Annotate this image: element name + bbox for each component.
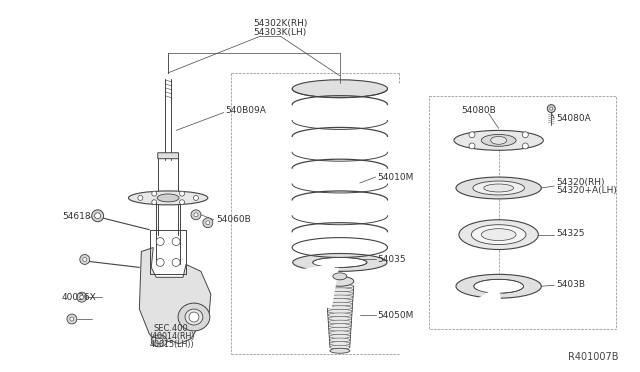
Text: 54050M: 54050M	[378, 311, 414, 320]
Ellipse shape	[312, 257, 367, 267]
Circle shape	[152, 191, 157, 196]
Ellipse shape	[330, 345, 350, 349]
Text: 54010M: 54010M	[378, 173, 414, 182]
Ellipse shape	[292, 80, 387, 98]
Ellipse shape	[329, 331, 351, 335]
Ellipse shape	[292, 253, 387, 271]
Ellipse shape	[473, 181, 524, 195]
Circle shape	[80, 295, 84, 299]
Circle shape	[67, 314, 77, 324]
Ellipse shape	[330, 338, 350, 342]
Text: 54060B: 54060B	[216, 215, 250, 224]
Circle shape	[138, 195, 143, 201]
Ellipse shape	[327, 306, 353, 310]
Text: (40014(RH): (40014(RH)	[149, 332, 195, 341]
FancyBboxPatch shape	[157, 153, 179, 159]
Wedge shape	[293, 262, 340, 309]
Ellipse shape	[326, 288, 353, 292]
Ellipse shape	[456, 177, 541, 199]
Ellipse shape	[185, 309, 203, 325]
Text: SEC.400: SEC.400	[153, 324, 188, 333]
Ellipse shape	[156, 338, 163, 344]
Ellipse shape	[484, 184, 513, 192]
Circle shape	[180, 191, 184, 196]
Text: 54303K(LH): 54303K(LH)	[253, 28, 307, 37]
Circle shape	[469, 132, 475, 138]
Circle shape	[92, 210, 104, 222]
Circle shape	[522, 143, 528, 149]
Ellipse shape	[327, 302, 353, 306]
Text: 40015(LH)): 40015(LH))	[149, 340, 194, 349]
Ellipse shape	[330, 348, 350, 353]
Ellipse shape	[326, 284, 354, 288]
Circle shape	[80, 254, 90, 264]
Text: 54080A: 54080A	[556, 114, 591, 123]
Ellipse shape	[472, 225, 526, 244]
Ellipse shape	[481, 134, 516, 146]
Circle shape	[156, 259, 164, 266]
Text: 40036X: 40036X	[62, 293, 97, 302]
Ellipse shape	[129, 191, 208, 205]
Ellipse shape	[326, 295, 353, 299]
Ellipse shape	[328, 310, 352, 313]
Polygon shape	[140, 247, 211, 344]
Ellipse shape	[459, 220, 538, 250]
Ellipse shape	[327, 299, 353, 302]
Text: 54035: 54035	[378, 255, 406, 264]
Ellipse shape	[326, 291, 353, 295]
Circle shape	[70, 317, 74, 321]
Ellipse shape	[456, 274, 541, 298]
Text: 540B09A: 540B09A	[226, 106, 267, 115]
Ellipse shape	[326, 276, 354, 286]
Circle shape	[522, 132, 528, 138]
Circle shape	[172, 259, 180, 266]
Ellipse shape	[454, 131, 543, 150]
Ellipse shape	[157, 194, 179, 202]
Circle shape	[156, 238, 164, 246]
Ellipse shape	[333, 273, 347, 280]
Circle shape	[469, 143, 475, 149]
Ellipse shape	[328, 324, 351, 328]
Ellipse shape	[329, 327, 351, 331]
Text: R401007B: R401007B	[568, 352, 619, 362]
Ellipse shape	[474, 279, 524, 293]
Ellipse shape	[328, 313, 352, 317]
Circle shape	[203, 218, 213, 228]
Text: 5403B: 5403B	[556, 280, 585, 289]
Text: 54320(RH): 54320(RH)	[556, 177, 605, 186]
Ellipse shape	[330, 341, 350, 346]
Text: 54080B: 54080B	[461, 106, 496, 115]
Ellipse shape	[328, 320, 351, 324]
Wedge shape	[461, 286, 506, 329]
Circle shape	[77, 292, 87, 302]
Circle shape	[193, 195, 198, 201]
Text: 54325: 54325	[556, 229, 585, 238]
Ellipse shape	[481, 229, 516, 241]
Ellipse shape	[329, 334, 351, 339]
Text: 54320+A(LH): 54320+A(LH)	[556, 186, 617, 195]
Text: 54302K(RH): 54302K(RH)	[253, 19, 307, 28]
Circle shape	[152, 200, 157, 205]
Circle shape	[206, 221, 210, 225]
Circle shape	[180, 200, 184, 205]
Circle shape	[189, 312, 199, 322]
Ellipse shape	[151, 335, 167, 347]
Ellipse shape	[491, 137, 507, 144]
Ellipse shape	[328, 317, 351, 321]
Circle shape	[547, 105, 556, 113]
Circle shape	[191, 210, 201, 220]
Circle shape	[83, 257, 87, 262]
Circle shape	[95, 213, 100, 219]
Circle shape	[194, 213, 198, 217]
Circle shape	[550, 107, 553, 110]
Text: 54618: 54618	[62, 212, 91, 221]
Circle shape	[172, 238, 180, 246]
Ellipse shape	[178, 303, 210, 331]
